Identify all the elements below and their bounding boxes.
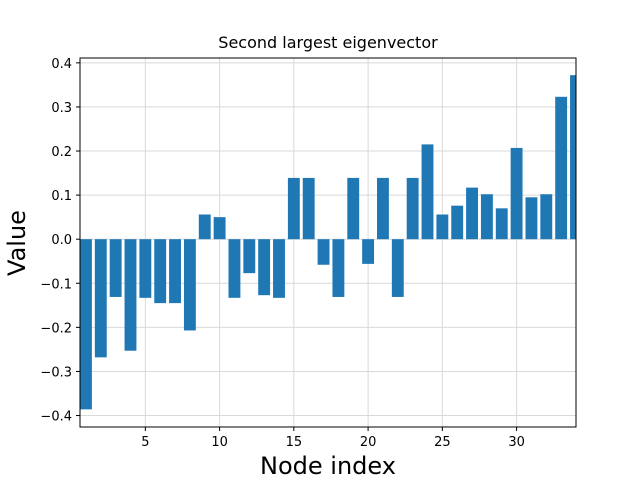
bar [317, 239, 330, 265]
bar [421, 144, 434, 240]
x-tick-label: 30 [508, 435, 525, 450]
bar [466, 187, 478, 240]
bar [302, 177, 315, 240]
y-tick-label: 0.0 [51, 233, 72, 248]
bar [154, 239, 167, 304]
y-tick-label: −0.2 [40, 321, 72, 336]
y-tick-label: 0.2 [51, 145, 72, 160]
x-tick-label: 10 [211, 435, 228, 450]
y-tick-label: 0.1 [51, 189, 72, 204]
bar [228, 239, 241, 298]
y-tick-label: −0.4 [40, 410, 72, 425]
bar [570, 75, 576, 240]
ticks: 5 10 15 20 25 30 −0.4 −0.3 −0.2 −0.1 0.0 0.1 0.2 0.3 0… [40, 57, 524, 450]
x-tick-label: 5 [141, 435, 149, 450]
y-tick-label: 0.3 [51, 101, 72, 116]
bar [124, 239, 137, 351]
bar [495, 208, 508, 240]
bar [139, 239, 152, 298]
bar [258, 239, 271, 296]
bar [347, 177, 360, 240]
bar [555, 96, 568, 240]
y-tick-label: −0.1 [40, 277, 72, 292]
bar [169, 239, 181, 304]
bar [332, 239, 345, 297]
x-tick-label: 15 [286, 435, 303, 450]
chart-title: Second largest eigenvector [218, 33, 438, 52]
bar [406, 177, 419, 240]
bar [183, 239, 196, 331]
y-tick-label: −0.3 [40, 365, 72, 380]
bar [377, 177, 389, 240]
bar [273, 239, 285, 298]
bar [287, 177, 300, 240]
x-axis-label: Node index [260, 452, 396, 480]
bar [80, 239, 92, 410]
bars [80, 75, 576, 410]
plot-frame [79, 57, 577, 428]
bar [540, 194, 553, 240]
y-tick-label: 0.4 [51, 57, 72, 72]
bar [525, 197, 538, 240]
bar [480, 194, 493, 240]
x-tick-label: 20 [360, 435, 377, 450]
y-axis-label: Value [3, 210, 31, 276]
x-tick-label: 25 [434, 435, 451, 450]
bar [198, 214, 211, 240]
bar [451, 205, 464, 240]
bar [436, 214, 449, 240]
bar [243, 239, 256, 274]
bar [213, 217, 226, 240]
bar [94, 239, 107, 358]
bar [510, 147, 523, 240]
bar [109, 239, 122, 297]
bar [391, 239, 404, 297]
bar [362, 239, 375, 264]
